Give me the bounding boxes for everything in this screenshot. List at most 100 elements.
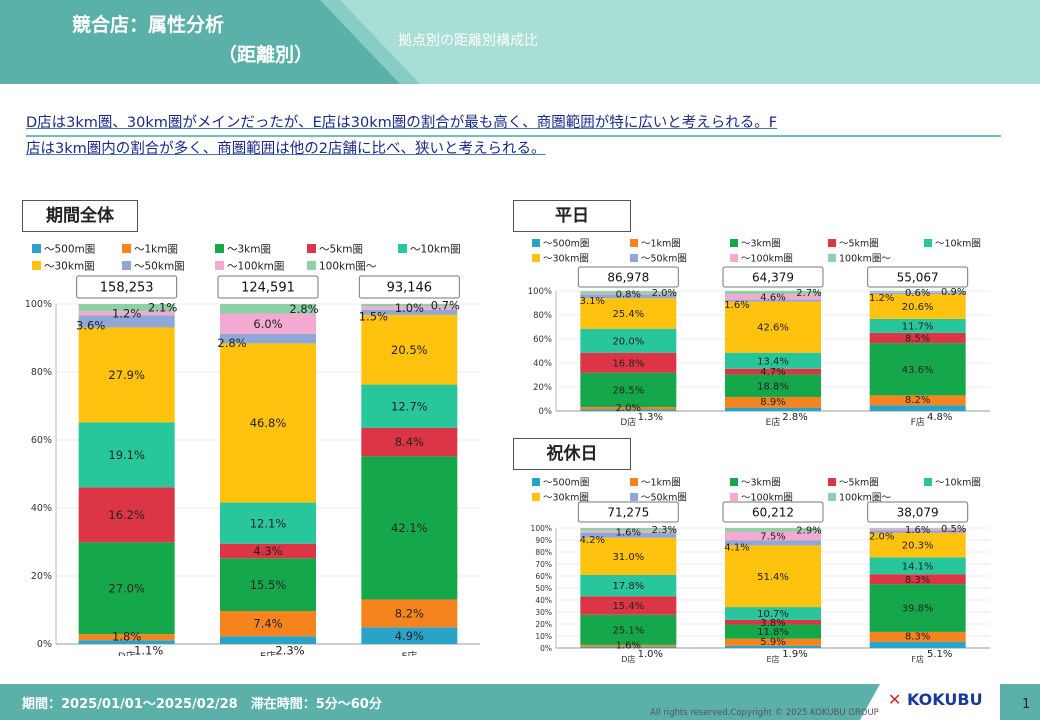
bar-segment xyxy=(361,627,458,644)
legend-swatch xyxy=(630,254,638,262)
data-label: 20.3% xyxy=(902,541,934,552)
legend-label: ～30km圏 xyxy=(543,493,589,504)
footer-logo-panel xyxy=(860,684,1000,720)
legend-label: 100km圏～ xyxy=(839,493,891,504)
bar-segment xyxy=(725,619,821,625)
legend-label: ～5km圏 xyxy=(319,244,363,256)
y-tick-label: 10% xyxy=(535,632,552,641)
data-label: 2.1% xyxy=(148,301,177,315)
data-label: 10.7% xyxy=(757,609,789,620)
legend-swatch xyxy=(828,239,836,247)
data-label: 8.3% xyxy=(905,575,930,586)
legend-swatch xyxy=(828,478,836,486)
data-label: 7.5% xyxy=(760,532,785,543)
legend-label: ～1km圏 xyxy=(641,239,681,250)
legend-label: 100km圏～ xyxy=(839,254,891,265)
bar-segment xyxy=(580,293,677,295)
y-tick-label: 20% xyxy=(535,620,552,629)
data-label: 27.9% xyxy=(108,368,145,382)
legend-swatch xyxy=(215,261,224,270)
legend-label: ～3km圏 xyxy=(741,239,781,250)
legend-swatch xyxy=(32,244,41,253)
total-box xyxy=(76,275,178,299)
legend-label: ～10km圏 xyxy=(935,239,981,250)
legend-swatch xyxy=(307,244,316,253)
total-box xyxy=(722,266,824,288)
x-category-label: F店 xyxy=(911,654,924,664)
legend-label: ～10km圏 xyxy=(935,478,981,489)
data-label: 25.1% xyxy=(612,625,644,636)
bar-segment xyxy=(869,631,966,642)
x-category-label: E店 xyxy=(766,416,781,428)
x-category-label: F店 xyxy=(401,650,417,657)
y-tick-label: 0% xyxy=(37,639,52,650)
data-label: 1.1% xyxy=(134,643,163,656)
data-label: 7.4% xyxy=(253,617,282,631)
description-line1: D店は3km圏、30km圏がメインだったが、E店は30km圏の割合が最も高く、商… xyxy=(26,115,778,131)
y-tick-label: 40% xyxy=(535,596,552,605)
bar-segment xyxy=(580,532,677,538)
data-label: 0.5% xyxy=(941,524,966,535)
x-category-label: D店 xyxy=(118,650,136,657)
data-label: 0.6% xyxy=(905,288,930,299)
legend-label: ～500m圏 xyxy=(543,478,589,489)
bar-segment xyxy=(580,409,677,411)
data-label: 1.8% xyxy=(112,629,141,643)
total-label: 158,253 xyxy=(100,281,154,296)
bar-segment xyxy=(725,374,821,397)
legend-swatch xyxy=(828,254,836,262)
data-label: 19.1% xyxy=(108,448,145,462)
bar-segment xyxy=(361,427,458,457)
chart-holiday: ～500m圏 ～1km圏 ～3km圏 ～5km圏 ～10km圏 ～30km圏 ～50km圏 ～… xyxy=(531,478,990,664)
total-box xyxy=(577,266,679,288)
bar-segment xyxy=(220,611,316,637)
bar-segment xyxy=(725,299,821,302)
bar-segment xyxy=(580,646,677,648)
section-label-holiday-text: 祝休日 xyxy=(546,444,598,464)
legend-label: ～500m圏 xyxy=(44,244,95,256)
data-label: 1.0% xyxy=(395,301,424,315)
legend-label: 100km圏～ xyxy=(319,261,377,273)
legend-swatch xyxy=(122,261,131,270)
total-label: 71,275 xyxy=(607,505,649,519)
bar-segment xyxy=(220,304,316,314)
data-label: 1.6% xyxy=(616,527,641,538)
data-label: 1.6% xyxy=(724,300,749,311)
data-label: 2.3% xyxy=(275,643,304,656)
data-label: 39.8% xyxy=(902,604,934,615)
bar-segment xyxy=(78,634,175,641)
section-label-weekday: 平日 xyxy=(513,200,631,232)
bar-segment xyxy=(725,301,821,353)
bar-segment xyxy=(725,545,821,608)
data-label: 43.6% xyxy=(902,365,934,376)
legend-label: ～50km圏 xyxy=(641,493,687,504)
bar-segment xyxy=(220,636,316,644)
data-label: 12.7% xyxy=(391,399,428,413)
bar-segment xyxy=(580,291,677,294)
legend-swatch xyxy=(398,244,407,253)
data-label: 2.0% xyxy=(616,403,641,414)
data-label: 3.8% xyxy=(760,618,785,629)
total-label: 55,067 xyxy=(897,270,939,284)
total-box xyxy=(867,501,969,523)
data-label: 4.9% xyxy=(395,629,424,643)
bar-segment xyxy=(725,531,821,541)
legend-swatch xyxy=(730,493,738,501)
bar-segment xyxy=(78,422,175,488)
bar-segment xyxy=(580,298,677,329)
data-label: 3.6% xyxy=(76,318,105,332)
y-tick-label: 80% xyxy=(31,367,52,378)
legend-label: ～3km圏 xyxy=(741,478,781,489)
bar-segment xyxy=(580,328,677,353)
bar-segment xyxy=(725,540,821,546)
data-label: 1.6% xyxy=(905,525,930,536)
bar-segment xyxy=(78,487,175,543)
bar-segment xyxy=(869,318,966,333)
bar-segment xyxy=(78,640,175,644)
data-label: 11.7% xyxy=(902,321,934,332)
y-tick-label: 20% xyxy=(533,383,552,393)
legend-swatch xyxy=(730,478,738,486)
bar-segment xyxy=(869,557,966,575)
bar-segment xyxy=(725,624,821,639)
data-label: 1.2% xyxy=(112,306,141,320)
